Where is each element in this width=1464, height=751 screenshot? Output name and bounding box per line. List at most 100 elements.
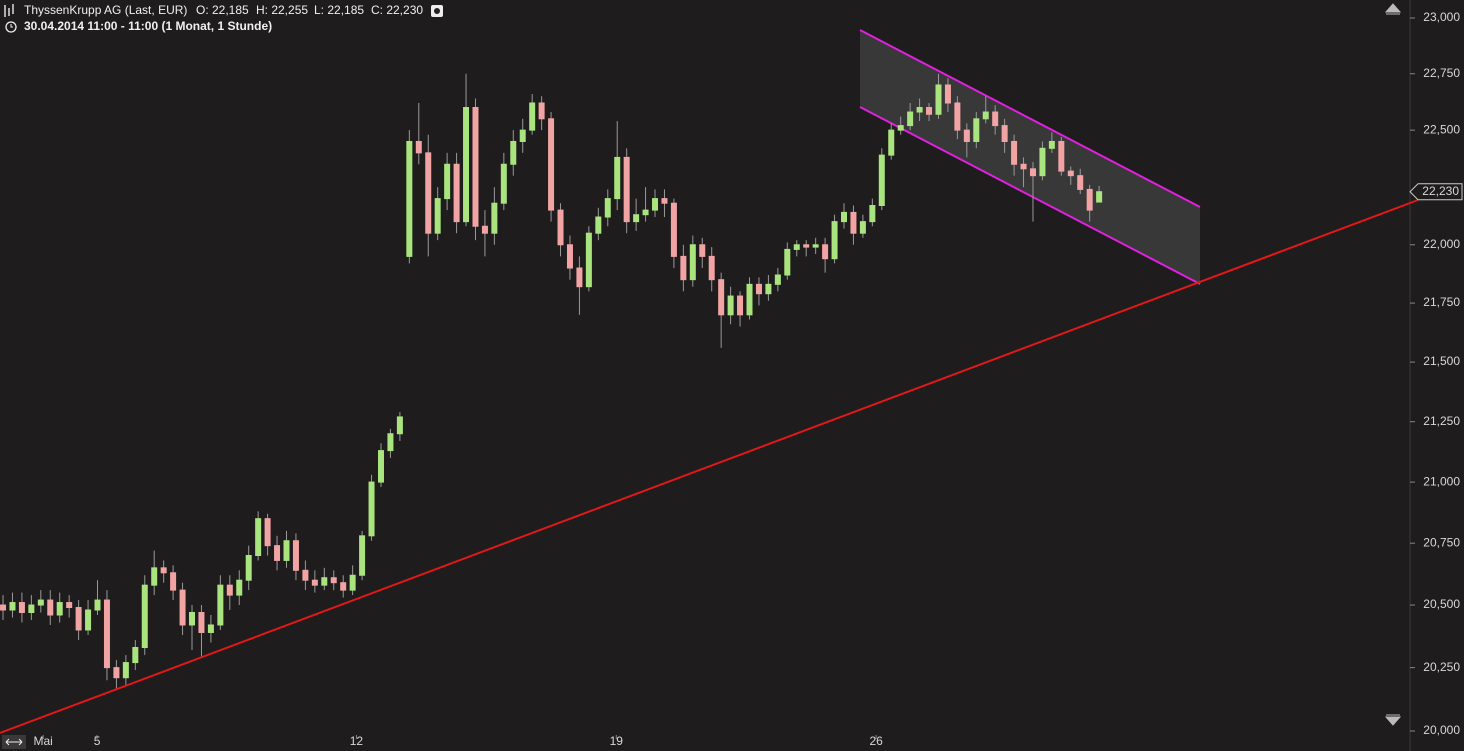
scroll-up[interactable] bbox=[1384, 3, 1402, 15]
candle-body bbox=[614, 156, 621, 200]
candle-body bbox=[189, 612, 196, 626]
candle-body bbox=[1011, 140, 1018, 165]
x-tick-label: 12 bbox=[350, 734, 364, 748]
settings-icon-dot bbox=[434, 8, 440, 14]
y-tick-label: 21,250 bbox=[1423, 414, 1460, 428]
clock-icon bbox=[5, 21, 17, 33]
candle-body bbox=[926, 107, 933, 115]
candle-body bbox=[718, 279, 725, 316]
candles bbox=[0, 73, 1103, 691]
candle-body bbox=[1096, 191, 1103, 203]
candle-body bbox=[1029, 168, 1036, 177]
candle-body bbox=[368, 481, 375, 537]
candle-body bbox=[576, 267, 583, 288]
y-tick-label: 20,500 bbox=[1423, 597, 1460, 611]
candle-body bbox=[103, 599, 110, 669]
candle-body bbox=[623, 156, 630, 223]
candle-body bbox=[283, 540, 290, 561]
candle-body bbox=[907, 111, 914, 127]
candle-body bbox=[396, 416, 403, 435]
channel-lower bbox=[859, 106, 1201, 285]
candle-body bbox=[595, 216, 602, 234]
candle-body bbox=[453, 163, 460, 223]
ohlc-low: L: 22,185 bbox=[314, 3, 364, 17]
x-tick-label: 5 bbox=[94, 734, 101, 748]
candle-body bbox=[274, 545, 281, 561]
instrument: ThyssenKrupp AG (Last, EUR) bbox=[24, 3, 187, 17]
candle-body bbox=[699, 244, 706, 257]
candle-body bbox=[245, 555, 252, 581]
candle-body bbox=[1067, 170, 1074, 177]
candle-body bbox=[680, 255, 687, 281]
candle-body bbox=[840, 211, 847, 223]
candle-body bbox=[1048, 140, 1055, 149]
last-price-box bbox=[1409, 183, 1463, 201]
candle-body bbox=[869, 205, 876, 223]
candle-body bbox=[434, 198, 441, 234]
candle-body bbox=[642, 209, 649, 216]
candle-body bbox=[973, 118, 980, 142]
candle-body bbox=[302, 569, 309, 581]
candle-body bbox=[330, 577, 337, 584]
candle-body bbox=[160, 567, 167, 574]
candle-body bbox=[529, 102, 536, 131]
candle-body bbox=[94, 599, 101, 611]
candle-body bbox=[141, 584, 148, 649]
candle-body bbox=[340, 582, 347, 591]
ohlc-high: H: 22,255 bbox=[256, 3, 308, 17]
candle-body bbox=[689, 244, 696, 281]
candle-body bbox=[737, 295, 744, 316]
y-tick-label: 23,000 bbox=[1423, 10, 1460, 24]
scroll-down[interactable] bbox=[1384, 714, 1402, 726]
candle-body bbox=[538, 102, 545, 120]
candle-body bbox=[935, 84, 942, 115]
candle-body bbox=[9, 602, 16, 611]
ohlc-open: O: 22,185 bbox=[196, 3, 249, 17]
candle-body bbox=[425, 152, 432, 234]
candle-body bbox=[888, 129, 895, 156]
candle-body bbox=[18, 602, 25, 614]
candle-body bbox=[566, 244, 573, 269]
candle-body bbox=[1077, 175, 1084, 190]
candle-body bbox=[661, 198, 668, 204]
candle-body bbox=[803, 244, 810, 248]
candle-body bbox=[992, 111, 999, 127]
candle-body bbox=[708, 255, 715, 281]
candle-body bbox=[944, 84, 951, 104]
candle-body bbox=[236, 579, 243, 596]
candle-body bbox=[472, 107, 479, 227]
channel-upper bbox=[859, 29, 1201, 208]
candle-body bbox=[444, 163, 451, 200]
y-tick-label: 20,250 bbox=[1423, 660, 1460, 674]
y-tick-label: 21,750 bbox=[1423, 295, 1460, 309]
clock-hands bbox=[10, 24, 13, 28]
y-tick-label: 20,750 bbox=[1423, 535, 1460, 549]
candle-body bbox=[481, 225, 488, 234]
candle-body bbox=[28, 604, 35, 614]
candle-body bbox=[916, 107, 923, 113]
candle-body bbox=[463, 107, 470, 223]
resize-icon bbox=[5, 738, 23, 746]
candle-body bbox=[255, 518, 262, 557]
x-tick-label: 19 bbox=[610, 734, 624, 748]
candle-body bbox=[359, 535, 366, 576]
candle-body bbox=[519, 129, 526, 142]
candle-body bbox=[670, 202, 677, 257]
x-tick-label: Mai bbox=[34, 734, 53, 748]
candle-body bbox=[226, 584, 233, 596]
candle-body bbox=[765, 283, 772, 295]
candle-body bbox=[755, 283, 762, 295]
candle-body bbox=[831, 221, 838, 260]
candle-body bbox=[1020, 163, 1027, 170]
candle-body bbox=[217, 584, 224, 626]
candle-body bbox=[321, 577, 328, 586]
candle-body bbox=[406, 140, 413, 257]
candle-body bbox=[652, 198, 659, 211]
ohlc-close: C: 22,230 bbox=[371, 3, 423, 17]
candle-body bbox=[170, 572, 177, 591]
candle-body bbox=[198, 612, 205, 633]
candle-body bbox=[491, 202, 498, 234]
candle-body bbox=[878, 154, 885, 207]
